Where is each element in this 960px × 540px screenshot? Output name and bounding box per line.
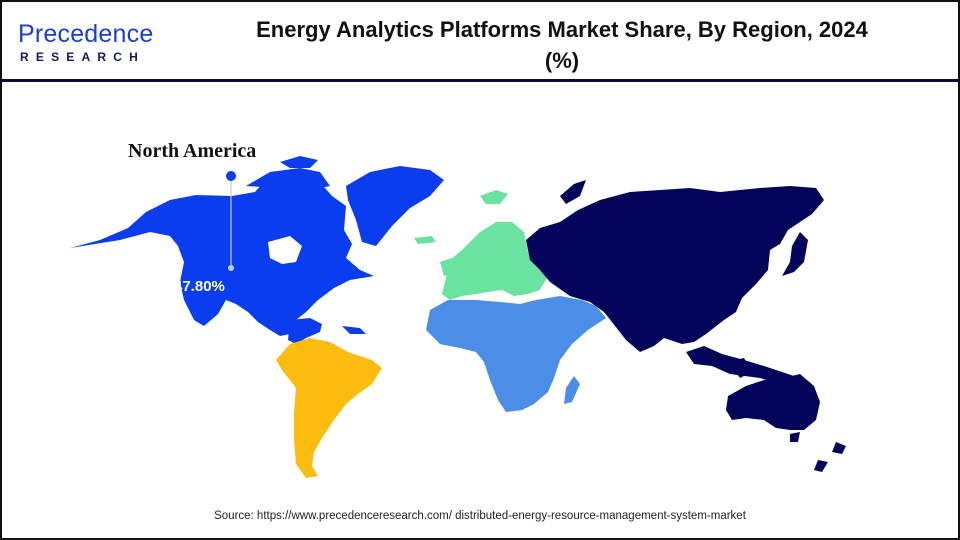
- region-north-america: [70, 156, 444, 344]
- header: Precedence RESEARCH Energy Analytics Pla…: [2, 2, 958, 82]
- callout-value-label: 47.80%: [174, 278, 225, 295]
- chart-title: Energy Analytics Platforms Market Share,…: [202, 14, 922, 76]
- region-latin-america: [276, 338, 382, 478]
- world-map: [0, 84, 956, 504]
- region-europe: [414, 190, 548, 300]
- north-america-callout-marker: [226, 171, 236, 271]
- callout-region-label: North America: [128, 140, 257, 162]
- region-middle-east-africa: [426, 296, 606, 412]
- chart-title-line1: Energy Analytics Platforms Market Share,…: [256, 17, 868, 42]
- precedence-research-logo: Precedence RESEARCH: [18, 20, 168, 68]
- logo-wordmark: Precedence: [18, 20, 154, 48]
- region-asia-pacific: [526, 180, 846, 472]
- logo-subtitle: RESEARCH: [20, 50, 145, 64]
- chart-title-line2: (%): [544, 48, 580, 73]
- source-citation: Source: https://www.precedenceresearch.c…: [214, 510, 746, 522]
